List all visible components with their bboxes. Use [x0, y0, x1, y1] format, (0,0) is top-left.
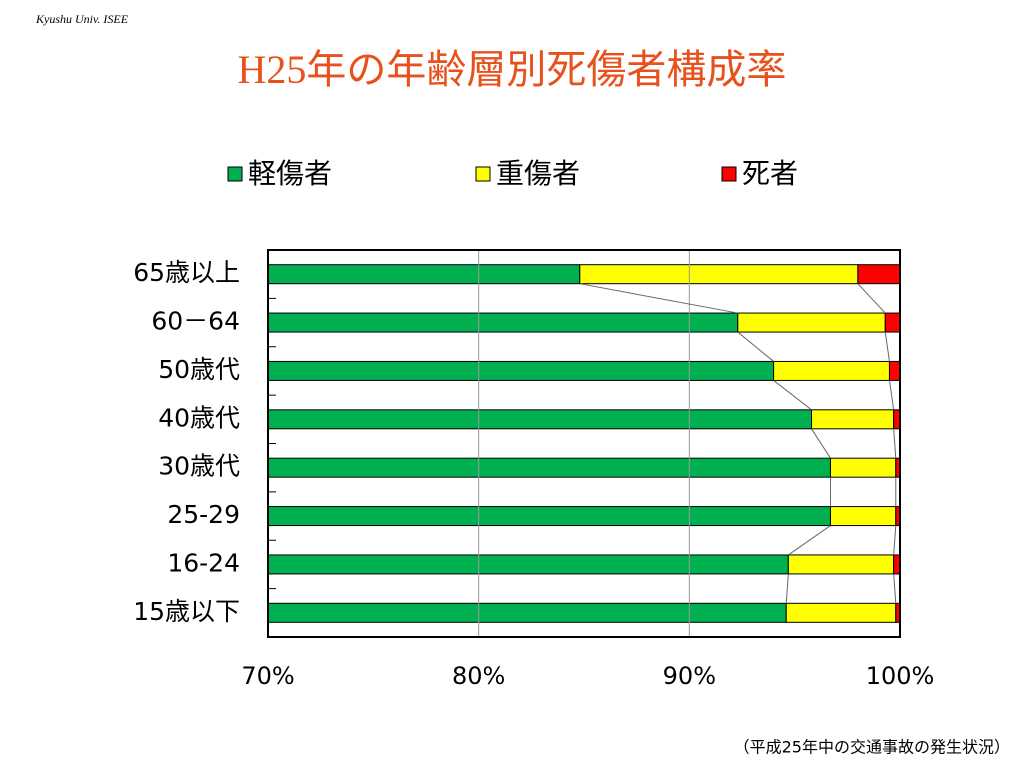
- bar-segment: [895, 602, 900, 623]
- series-line: [773, 380, 812, 411]
- y-tick-label: 15歳以下: [133, 597, 240, 626]
- legend-swatch: [227, 166, 243, 182]
- series-line: [893, 573, 897, 604]
- series-line: [788, 525, 831, 556]
- bar-segment: [888, 360, 900, 381]
- bar-segment: [579, 264, 859, 285]
- bar-segment: [268, 554, 789, 575]
- series-line: [888, 380, 895, 410]
- series-line: [893, 525, 897, 555]
- legend-swatch: [721, 166, 737, 182]
- bar-segment: [268, 360, 775, 381]
- bar-segment: [737, 312, 886, 333]
- footer: （平成25年中の交通事故の発生状況）: [734, 738, 1010, 757]
- header: Kyushu Univ. ISEE: [35, 12, 129, 26]
- bar-segment: [884, 312, 900, 333]
- bar-segment: [785, 602, 897, 623]
- bar-segment: [773, 360, 890, 381]
- bar-segment: [787, 554, 895, 575]
- series-line: [811, 428, 831, 459]
- bar-segment: [829, 506, 897, 527]
- series-line: [893, 428, 897, 459]
- bar-segment: [895, 506, 900, 527]
- legend-label: 重傷者: [496, 157, 580, 190]
- y-tick-label: 60－64: [151, 307, 240, 336]
- legend-label: 軽傷者: [248, 157, 332, 190]
- plot-frame: [267, 249, 901, 638]
- y-tick-label: 30歳代: [158, 452, 240, 481]
- bar-segment: [857, 264, 900, 285]
- bar-segment: [829, 457, 897, 478]
- series-line: [579, 283, 738, 314]
- bar-segment: [811, 409, 895, 430]
- series-line: [857, 283, 886, 314]
- legend-swatch: [475, 166, 491, 182]
- x-tick-label: 90%: [663, 662, 716, 690]
- bar-segment: [895, 457, 900, 478]
- bar-segment: [268, 264, 581, 285]
- y-tick-label: 40歳代: [158, 403, 240, 432]
- bar-segment: [268, 602, 787, 623]
- legend-label: 死者: [742, 157, 798, 190]
- series-line: [884, 331, 890, 362]
- series-line: [785, 573, 789, 604]
- y-tick-label: 65歳以上: [133, 258, 240, 287]
- x-tick-label: 100%: [866, 662, 935, 690]
- plot: [268, 264, 900, 623]
- x-tick-label: 70%: [241, 662, 294, 690]
- x-tick-label: 80%: [452, 662, 505, 690]
- y-tick-label: 16-24: [167, 548, 240, 577]
- bar-segment: [268, 312, 739, 333]
- series-line: [737, 331, 774, 362]
- y-tick-label: 50歳代: [158, 355, 240, 384]
- y-tick-label: 25-29: [167, 500, 240, 529]
- bar-segment: [268, 457, 831, 478]
- bar-segment: [268, 506, 831, 527]
- chart-title: H25年の年齢層別死傷者構成率: [238, 47, 787, 92]
